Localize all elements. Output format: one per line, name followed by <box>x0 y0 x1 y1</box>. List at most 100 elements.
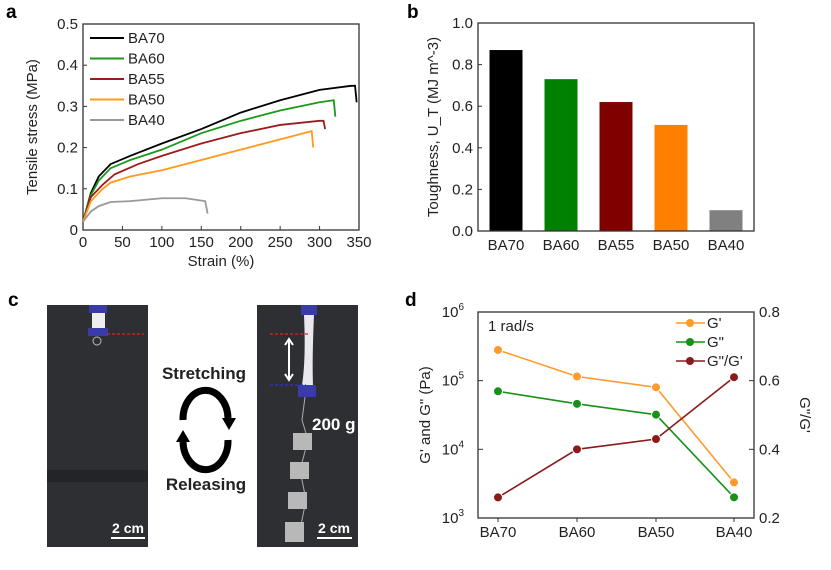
x-tick-label: 50 <box>114 234 131 251</box>
data-point <box>572 371 582 382</box>
legend-label: G" <box>707 334 724 351</box>
y-tick-label: 0.3 <box>57 98 78 115</box>
x-tick-label: 350 <box>346 234 371 251</box>
cycle-arrows-icon <box>176 386 236 474</box>
y-tick-label: 105 <box>442 371 465 390</box>
clip-top-stretched <box>301 305 317 315</box>
data-point <box>493 344 503 355</box>
series-line <box>497 376 735 499</box>
x-tick-label: BA50 <box>653 237 690 254</box>
y-tick-label: 0.1 <box>57 181 78 198</box>
bar-ba70 <box>489 50 523 231</box>
y-tick-label: 0 <box>70 222 78 239</box>
legend-label: BA70 <box>128 30 165 47</box>
x-tick-label: BA70 <box>488 237 525 254</box>
y-tick-label: 0.2 <box>57 140 78 157</box>
sample-relaxed <box>92 313 105 328</box>
y2-tick-label: 0.6 <box>759 373 780 390</box>
panel-a-tensile-chart: 0 50 100 150 200 250 300 350 0 0.1 0.2 0.3 0.4 0.5 Str… <box>24 16 372 270</box>
clip-bottom-stretched <box>298 385 316 397</box>
y-tick-label: 0.6 <box>452 98 473 115</box>
y2-tick-label: 0.8 <box>759 304 780 321</box>
tick-exponent: 5 <box>458 371 464 382</box>
plot-frame <box>82 23 360 231</box>
sample-stretched <box>302 315 314 385</box>
data-point <box>493 492 503 503</box>
plot-frame <box>477 311 755 519</box>
bar-ba50 <box>654 124 688 231</box>
y-tick-label: 0.8 <box>452 57 473 74</box>
clip-ring <box>92 336 102 346</box>
tick-exponent: 3 <box>458 508 464 519</box>
panel-label-d: d <box>405 290 417 311</box>
legend-label: G"/G' <box>707 353 743 370</box>
series-line-ba55 <box>82 119 326 223</box>
y2-tick-label: 0.4 <box>759 441 780 458</box>
bar-ba40 <box>709 210 743 231</box>
panel-label-b: b <box>407 2 419 23</box>
y-tick-label: 104 <box>442 439 465 458</box>
annotation-frequency: 1 rad/s <box>488 318 534 335</box>
weight <box>290 462 309 479</box>
panel-b-toughness-chart: 0.0 0.2 0.4 0.6 0.8 1.0 BA70 BA60 BA55 BA50 BA40 To… <box>425 15 755 254</box>
data-point <box>651 434 661 445</box>
releasing-label: Releasing <box>166 475 246 494</box>
weight-label: 200 g <box>312 415 355 434</box>
x-tick-label: 200 <box>228 234 253 251</box>
legend-label: BA50 <box>128 92 165 109</box>
weight <box>288 492 307 509</box>
data-point <box>729 477 739 488</box>
series-line-ba60 <box>82 99 337 223</box>
y-tick-label: 0.0 <box>452 223 473 240</box>
x-axis-title: Strain (%) <box>188 253 255 270</box>
panel-label-a: a <box>6 2 17 23</box>
legend-label: BA40 <box>128 112 165 129</box>
panel-label-c: c <box>8 290 19 311</box>
tick-exponent: 4 <box>458 439 464 450</box>
y-tick-label: 1.0 <box>452 15 473 32</box>
data-point <box>729 492 739 503</box>
y-tick-label: 0.5 <box>57 16 78 33</box>
series-line-ba70 <box>82 84 358 222</box>
clip-top <box>89 305 107 313</box>
scale-label-right: 2 cm <box>318 520 350 536</box>
weight <box>285 522 304 542</box>
data-point <box>651 382 661 393</box>
stretching-label: Stretching <box>162 364 246 383</box>
photo-relaxed <box>47 305 148 547</box>
plot-frame <box>477 22 755 232</box>
series-line <box>497 390 735 498</box>
legend-marker <box>686 338 694 346</box>
y-tick-label: 0.4 <box>57 57 78 74</box>
data-point <box>572 398 582 409</box>
photo-fold <box>47 470 148 482</box>
y-tick-label: 106 <box>442 302 465 321</box>
tick-base: 10 <box>442 510 459 527</box>
y2-tick-label: 0.2 <box>759 510 780 527</box>
data-point <box>493 386 503 397</box>
y-axis-title: Toughness, U_T (MJ m^-3) <box>425 37 442 217</box>
x-tick-label: BA40 <box>708 237 745 254</box>
x-tick-label: 150 <box>189 234 214 251</box>
clip-bottom <box>88 328 108 336</box>
double-arrow-icon <box>284 337 294 382</box>
tick-exponent: 6 <box>458 302 464 313</box>
data-point <box>651 409 661 420</box>
x-tick-label: BA70 <box>480 524 517 541</box>
y-tick-label: 0.2 <box>452 181 473 198</box>
legend-marker <box>686 357 694 365</box>
y-axis-title: Tensile stress (MPa) <box>24 59 41 195</box>
data-point <box>572 444 582 455</box>
weight <box>293 433 312 450</box>
series-line-ba50 <box>82 129 315 223</box>
tick-base: 10 <box>442 304 459 321</box>
bar-ba60 <box>544 79 578 231</box>
x-tick-label: BA40 <box>716 524 753 541</box>
data-point <box>729 372 739 383</box>
legend-label: G' <box>707 315 722 332</box>
tick-base: 10 <box>442 441 459 458</box>
series-line-ba40 <box>82 197 209 223</box>
x-tick-label: 250 <box>268 234 293 251</box>
